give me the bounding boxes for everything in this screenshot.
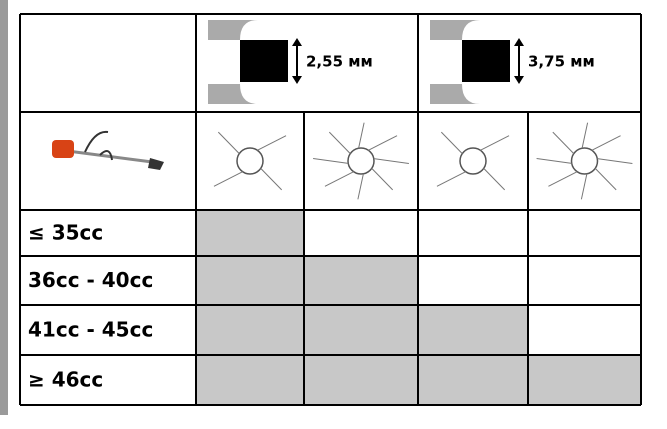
shaded-cell (418, 355, 528, 405)
head-line (373, 158, 409, 164)
head-line (357, 173, 364, 200)
head-line (313, 158, 349, 164)
head-line (436, 171, 466, 187)
head-line (260, 167, 283, 191)
head-line (552, 131, 575, 155)
shaded-cell (196, 355, 304, 405)
head-line (213, 171, 243, 187)
spool-shape (430, 20, 480, 40)
head-line (581, 122, 589, 149)
shaded-cell (418, 305, 528, 355)
head-circle (236, 147, 264, 175)
head-line (480, 135, 510, 151)
line-size: 2,55 мм (306, 53, 373, 71)
shaded-cell (304, 305, 418, 355)
head-line (483, 167, 506, 191)
head-line (371, 167, 394, 191)
row-label: ≤ 35cc (28, 221, 103, 245)
head-line (440, 131, 463, 155)
line-section (240, 40, 288, 82)
head-line (580, 173, 588, 200)
shaded-cell (304, 256, 418, 305)
shaded-cell (196, 305, 304, 355)
head-line (257, 135, 287, 151)
head-circle (570, 147, 599, 175)
head-line (591, 135, 621, 151)
head-line (597, 158, 633, 164)
head-line (536, 158, 572, 164)
trimmer-icon (52, 130, 164, 170)
head-line (324, 171, 354, 187)
head-line (594, 167, 617, 191)
head-line (368, 135, 398, 151)
shaded-cell (196, 256, 304, 305)
spool-shape (208, 20, 258, 40)
head-line (328, 131, 351, 155)
line-size: 3,75 мм (528, 53, 595, 71)
head-line (548, 171, 578, 187)
shaded-cell (304, 355, 418, 405)
line-section (462, 40, 510, 82)
head-line (358, 122, 365, 149)
row-label: 36cc - 40cc (28, 268, 153, 292)
spool-shape (208, 84, 258, 104)
head-circle (459, 147, 487, 175)
row-label: ≥ 46cc (28, 368, 103, 392)
head-line (217, 131, 240, 155)
shaded-cell (196, 210, 304, 256)
spool-shape (430, 84, 480, 104)
side-bar (0, 0, 8, 415)
head-circle (347, 147, 375, 175)
row-label: 41cc - 45cc (28, 318, 153, 342)
shaded-cell (528, 355, 641, 405)
